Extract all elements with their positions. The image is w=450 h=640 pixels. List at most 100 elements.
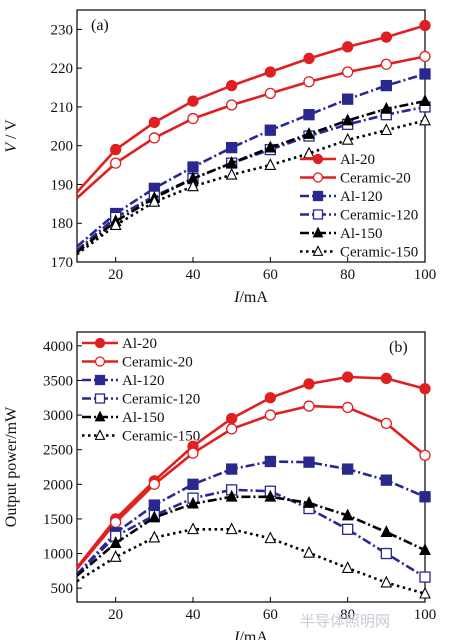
series-line: [76, 55, 426, 199]
data-point: [264, 409, 276, 421]
x-axis-label: I/mA: [233, 289, 268, 306]
data-point: [380, 31, 392, 43]
data-point: [419, 19, 431, 32]
data-point: [225, 167, 238, 180]
x-tick-label: 40: [186, 607, 201, 623]
legend-label: Al-120: [340, 189, 383, 205]
y-tick-label: 3500: [43, 373, 73, 389]
data-point: [303, 456, 315, 468]
legend-label: Al-20: [340, 152, 375, 168]
data-point: [148, 510, 161, 523]
data-point: [264, 140, 277, 153]
plot-frame: [76, 9, 426, 263]
x-tick-label: 20: [108, 267, 123, 283]
panel-label: (a): [91, 17, 109, 34]
data-point: [148, 116, 160, 129]
x-tick-label: 80: [340, 267, 355, 283]
data-point: [419, 50, 431, 63]
legend-label: Al-120: [122, 373, 165, 389]
data-point: [226, 99, 238, 111]
legend-marker: [94, 410, 106, 422]
y-tick-label: 200: [51, 139, 74, 155]
series-line: [75, 375, 426, 569]
x-tick-label: 60: [263, 607, 278, 623]
y-axis-label: V / V: [3, 119, 20, 153]
data-point: [264, 158, 277, 170]
data-point: [419, 571, 431, 583]
data-point: [341, 508, 354, 521]
data-point: [380, 474, 392, 486]
data-point: [264, 66, 276, 78]
x-tick-label: 60: [263, 267, 278, 283]
data-point: [264, 489, 277, 502]
data-point: [148, 499, 160, 511]
data-point: [225, 489, 238, 502]
legend-label: Al-150: [122, 410, 165, 426]
data-point: [341, 113, 354, 126]
data-point: [303, 127, 315, 139]
data-point: [419, 113, 431, 126]
data-point: [226, 412, 238, 425]
x-tick-label: 100: [414, 267, 437, 283]
y-tick-label: 2000: [43, 477, 73, 493]
y-tick-label: 190: [51, 177, 74, 193]
data-point: [187, 496, 199, 509]
y-tick-label: 2500: [43, 443, 73, 459]
data-point: [419, 94, 431, 106]
data-point: [419, 586, 431, 599]
data-point: [380, 101, 393, 114]
data-point: [380, 575, 393, 588]
data-point: [226, 141, 238, 154]
y-tick-label: 220: [51, 61, 74, 77]
legend-label: Al-150: [340, 226, 383, 242]
data-point: [419, 543, 431, 555]
x-tick-label: 100: [414, 607, 437, 623]
data-point: [342, 523, 354, 535]
data-point: [342, 93, 354, 105]
data-point: [341, 561, 354, 573]
data-point: [303, 109, 315, 121]
data-point: [303, 76, 315, 88]
legend-marker: [312, 153, 324, 165]
data-point: [380, 372, 392, 385]
data-point: [380, 79, 392, 92]
x-axis-label: I/mA: [233, 629, 268, 640]
series-line: [76, 527, 426, 595]
data-point: [225, 522, 238, 535]
data-point: [380, 123, 393, 136]
y-tick-label: 1000: [43, 547, 73, 563]
data-point: [264, 531, 277, 544]
legend-marker: [312, 226, 324, 238]
legend-marker: [94, 393, 106, 404]
panel-label: (b): [389, 339, 408, 356]
legend-label: Ceramic-120: [122, 392, 200, 408]
data-point: [187, 447, 199, 459]
data-point: [341, 132, 354, 145]
data-point: [303, 378, 315, 390]
y-tick-label: 500: [51, 581, 74, 597]
y-tick-label: 210: [51, 100, 74, 116]
data-point: [342, 66, 354, 78]
data-point: [110, 143, 122, 156]
data-point: [226, 423, 238, 435]
legend-label: Ceramic-20: [122, 355, 193, 371]
data-point: [148, 132, 160, 144]
data-point: [148, 478, 160, 490]
data-point: [419, 383, 431, 395]
data-point: [226, 79, 238, 92]
series-line: [76, 495, 426, 577]
legend-marker: [312, 190, 324, 202]
legend-label: Ceramic-120: [340, 208, 418, 224]
data-point: [342, 371, 354, 383]
data-point: [303, 52, 315, 65]
data-point: [380, 547, 392, 560]
x-tick-label: 20: [108, 607, 123, 623]
data-point: [110, 516, 122, 529]
chart-panel-a: 20 40 60 80 100 170 180 190 200 210 220 230 I/mA V / …: [3, 9, 437, 306]
watermark-text: 半导体照明网: [300, 612, 390, 630]
y-tick-label: 3000: [43, 408, 73, 424]
series-line: [76, 460, 426, 576]
x-tick-label: 40: [186, 267, 201, 283]
data-point: [110, 157, 122, 169]
data-point: [419, 491, 431, 503]
